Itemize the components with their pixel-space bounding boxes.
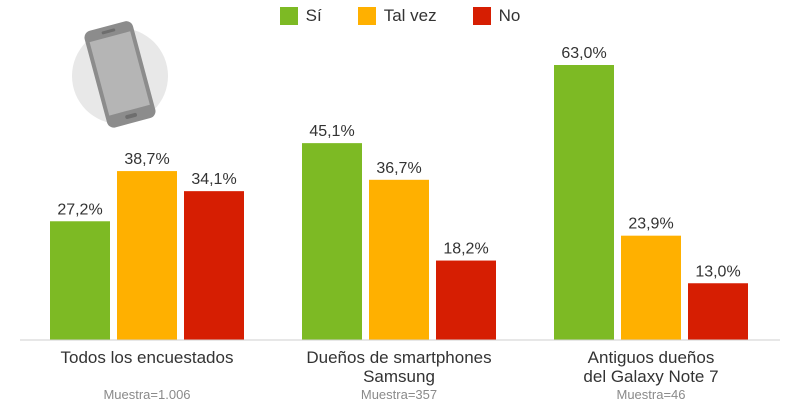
bar-tal-vez-0	[117, 171, 177, 340]
sample-label-2: Muestra=46	[616, 387, 685, 400]
value-label-no-1: 18,2%	[443, 241, 488, 258]
legend-label-tal-vez: Tal vez	[383, 6, 437, 25]
value-label-si-2: 63,0%	[561, 45, 606, 62]
sample-label-0: Muestra=1.006	[103, 387, 190, 400]
sample-labels-group: Muestra=1.006 Muestra=357 Muestra=46	[103, 387, 685, 400]
legend-item-si: Sí	[279, 6, 322, 26]
value-label-si-1: 45,1%	[309, 123, 354, 140]
legend-label-no: No	[498, 6, 521, 25]
bar-no-2	[688, 283, 748, 340]
bar-no-0	[184, 191, 244, 340]
value-labels-group: 27,2% 38,7% 34,1% 45,1% 36,7% 18,2% 63,0% 23,9%…	[57, 45, 740, 280]
category-label-1-line-0: Dueños de smartphones	[306, 348, 491, 367]
smartphone-icon	[68, 16, 172, 136]
bar-si-2	[554, 65, 614, 340]
legend-swatch-si	[279, 7, 298, 25]
category-label-1-line-1: Samsung	[363, 367, 435, 386]
value-label-tal-vez-1: 36,7%	[376, 160, 421, 177]
legend-item-tal-vez: Tal vez	[357, 6, 437, 26]
value-label-no-2: 13,0%	[695, 263, 740, 280]
legend-label-si: Sí	[305, 6, 322, 25]
bar-si-1	[302, 143, 362, 340]
value-label-tal-vez-2: 23,9%	[628, 216, 673, 233]
bar-tal-vez-2	[621, 235, 681, 340]
bar-no-1	[436, 260, 496, 340]
bar-tal-vez-1	[369, 179, 429, 340]
category-label-2-line-0: Antiguos dueños	[588, 348, 715, 367]
category-label-0-line-0: Todos los encuestados	[61, 348, 234, 367]
legend-swatch-tal-vez	[357, 7, 376, 25]
bars-group	[50, 65, 748, 340]
legend-swatch-no	[472, 7, 491, 25]
category-label-2-line-1: del Galaxy Note 7	[583, 367, 718, 386]
bar-si-0	[50, 221, 110, 340]
legend-item-no: No	[472, 6, 521, 26]
value-label-no-0: 34,1%	[191, 171, 236, 188]
legend: Sí Tal vez No	[0, 4, 800, 28]
sample-label-1: Muestra=357	[361, 387, 437, 400]
category-labels-group: Todos los encuestados Dueños de smartphon…	[61, 348, 719, 386]
value-label-tal-vez-0: 38,7%	[124, 151, 169, 168]
value-label-si-0: 27,2%	[57, 201, 102, 218]
